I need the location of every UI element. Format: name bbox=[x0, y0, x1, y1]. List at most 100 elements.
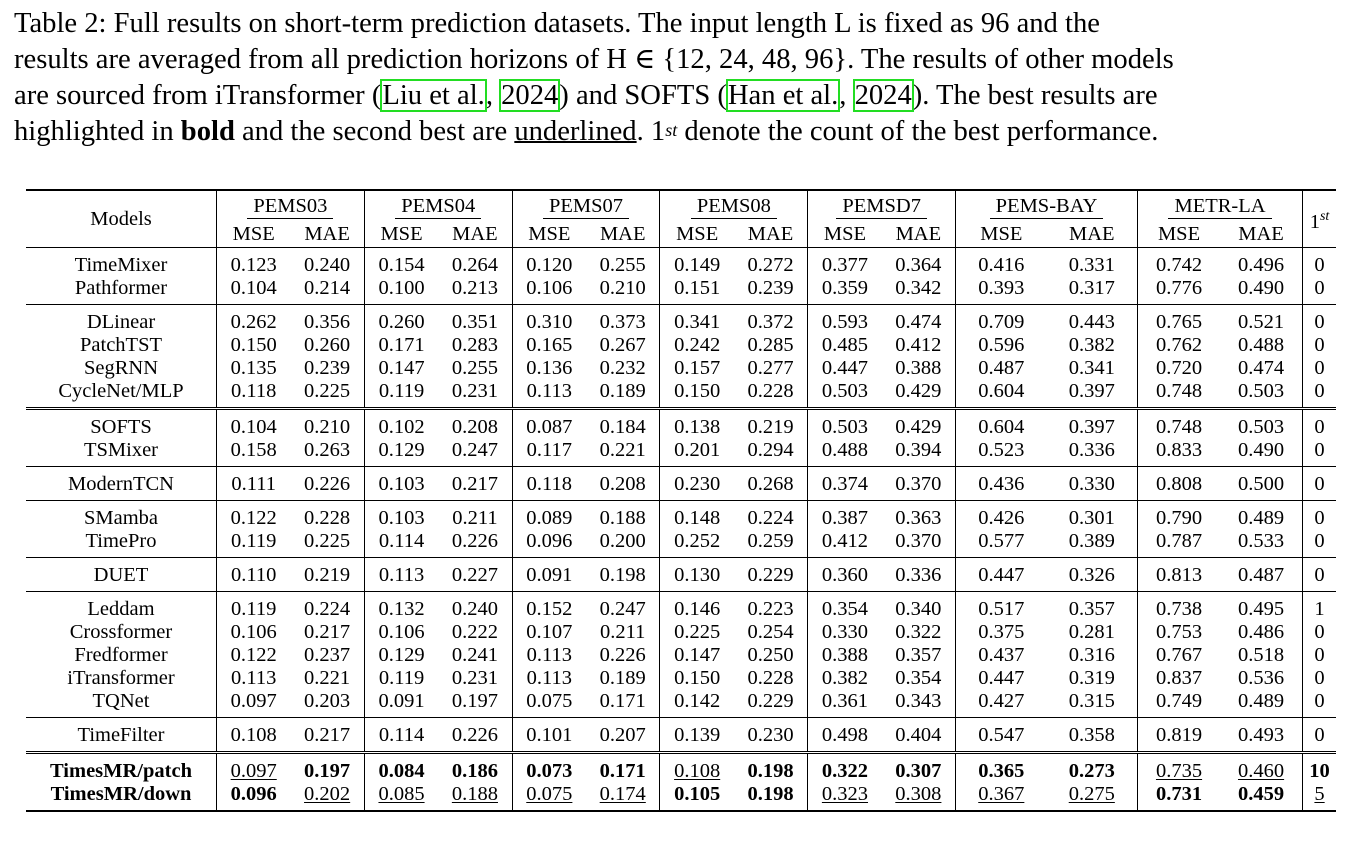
metric-header-mse: MSE bbox=[676, 222, 719, 245]
cell-mse: 0.577 bbox=[956, 530, 1047, 558]
model-name: DUET bbox=[26, 557, 217, 592]
citation-link-han[interactable]: Han et al. bbox=[725, 79, 841, 112]
cell-value: 0.231 bbox=[451, 380, 498, 402]
cell-value: 0.222 bbox=[451, 621, 498, 643]
first-count-cell: 0 bbox=[1303, 357, 1336, 380]
cell-mae: 0.336 bbox=[1046, 439, 1139, 467]
dataset-name: PEMS04 bbox=[395, 194, 482, 219]
first-count-cell: 0 bbox=[1303, 334, 1336, 357]
cell-mse: 0.157 bbox=[660, 357, 734, 380]
cell-mse: 0.361 bbox=[808, 690, 882, 718]
caption-text: denote the count of the best performance… bbox=[677, 116, 1159, 147]
cell-value: 0.219 bbox=[304, 564, 351, 586]
cell-value: 0.250 bbox=[747, 644, 794, 666]
cell-mae: 0.226 bbox=[586, 644, 661, 667]
cell-value: 0.132 bbox=[378, 598, 425, 620]
model-name: TimesMR/down bbox=[26, 783, 217, 812]
cell-mse: 0.416 bbox=[955, 247, 1047, 277]
cell-mae: 0.429 bbox=[881, 407, 957, 439]
caption-line-1: Table 2: Full results on short-term pred… bbox=[14, 6, 1338, 42]
cell-mae: 0.203 bbox=[290, 690, 365, 718]
cell-value: 0.720 bbox=[1155, 357, 1203, 379]
model-name: DLinear bbox=[26, 304, 217, 334]
cell-mse: 0.129 bbox=[364, 439, 438, 467]
cell-value: 0.474 bbox=[895, 311, 942, 333]
cell-value: 0.359 bbox=[821, 277, 869, 299]
cell-mae: 0.171 bbox=[586, 751, 661, 783]
cell-value: 0.742 bbox=[1155, 254, 1203, 276]
first-count-value: 0 bbox=[1314, 416, 1325, 438]
cell-mae: 0.533 bbox=[1220, 530, 1304, 558]
cell-mae: 0.228 bbox=[290, 500, 365, 530]
cell-value: 0.123 bbox=[230, 254, 277, 276]
cell-value: 0.136 bbox=[526, 357, 573, 379]
cell-mse: 0.150 bbox=[217, 334, 291, 357]
cell-value: 0.447 bbox=[978, 667, 1025, 689]
cell-value: 0.184 bbox=[599, 416, 646, 438]
cell-mae: 0.382 bbox=[1046, 334, 1139, 357]
cell-mae: 0.213 bbox=[438, 277, 513, 305]
table-row: DUET 0.110 0.219 0.113 0.227 0.091 0.198 0.130 0… bbox=[26, 557, 1336, 592]
metric-header-mse: MSE bbox=[980, 222, 1023, 245]
cell-value: 0.228 bbox=[304, 507, 351, 529]
cell-value: 0.262 bbox=[230, 311, 277, 333]
results-table-body: Models PEMS03 PEMS04 PEMS07 PEMS08 PEMSD… bbox=[26, 189, 1336, 812]
cell-value: 0.089 bbox=[526, 507, 573, 529]
cell-value: 0.107 bbox=[526, 621, 573, 643]
cell-value: 0.108 bbox=[230, 724, 277, 746]
cell-mae: 0.496 bbox=[1220, 247, 1304, 277]
cell-value: 0.356 bbox=[304, 311, 351, 333]
cell-value: 0.091 bbox=[378, 690, 425, 712]
cell-value: 0.735 bbox=[1155, 760, 1203, 782]
cell-mae: 0.459 bbox=[1220, 783, 1304, 812]
caption-text: . 1 bbox=[636, 116, 666, 147]
cell-value: 0.104 bbox=[230, 277, 277, 299]
cell-value: 0.489 bbox=[1237, 507, 1285, 529]
cell-mae: 0.460 bbox=[1220, 751, 1304, 783]
cell-value: 0.225 bbox=[304, 380, 351, 402]
table-row: DLinear 0.262 0.356 0.260 0.351 0.310 0.373 0.3… bbox=[26, 304, 1336, 334]
cell-value: 0.388 bbox=[821, 644, 869, 666]
citation-link-han-year[interactable]: 2024 bbox=[852, 79, 914, 112]
cell-mae: 0.518 bbox=[1220, 644, 1304, 667]
cell-value: 0.748 bbox=[1155, 380, 1203, 402]
model-name: Leddam bbox=[26, 591, 217, 621]
first-count-value: 0 bbox=[1314, 254, 1325, 276]
cell-mse: 0.596 bbox=[956, 334, 1047, 357]
citation-link-liu-year[interactable]: 2024 bbox=[499, 79, 561, 112]
cell-mae: 0.503 bbox=[1220, 407, 1304, 439]
cell-value: 0.252 bbox=[674, 530, 721, 552]
cell-value: 0.119 bbox=[231, 530, 277, 552]
cell-value: 0.319 bbox=[1068, 667, 1115, 689]
cell-mae: 0.229 bbox=[733, 557, 809, 592]
cell-value: 0.364 bbox=[895, 254, 942, 276]
metric-header-mae: MAE bbox=[586, 221, 661, 248]
cell-mse: 0.387 bbox=[807, 500, 882, 530]
cell-value: 0.738 bbox=[1155, 598, 1203, 620]
cell-mae: 0.208 bbox=[586, 466, 661, 501]
table-row: TimeFilter 0.108 0.217 0.114 0.226 0.101 0.207… bbox=[26, 717, 1336, 753]
cell-mae: 0.489 bbox=[1220, 690, 1304, 718]
cell-value: 0.217 bbox=[451, 473, 498, 495]
cell-value: 0.370 bbox=[895, 473, 942, 495]
cell-value: 0.230 bbox=[747, 724, 794, 746]
cell-mae: 0.202 bbox=[290, 783, 365, 812]
cell-value: 0.118 bbox=[231, 380, 277, 402]
cell-value: 0.490 bbox=[1237, 439, 1285, 461]
cell-value: 0.447 bbox=[821, 357, 869, 379]
cell-value: 0.330 bbox=[1068, 473, 1115, 495]
cell-value: 0.301 bbox=[1068, 507, 1115, 529]
cell-mae: 0.198 bbox=[733, 783, 809, 812]
metric-header-mse: MSE bbox=[823, 222, 867, 245]
dataset-header: PEMS04 bbox=[364, 189, 513, 221]
cell-value: 0.412 bbox=[821, 530, 869, 552]
cell-value: 0.767 bbox=[1155, 644, 1203, 666]
cell-value: 0.429 bbox=[895, 380, 942, 402]
citation-link-liu[interactable]: Liu et al. bbox=[380, 79, 487, 112]
cell-value: 0.323 bbox=[821, 783, 869, 805]
cell-value: 0.114 bbox=[378, 724, 425, 746]
cell-mae: 0.487 bbox=[1220, 557, 1304, 592]
cell-mse: 0.114 bbox=[364, 530, 438, 558]
cell-value: 0.221 bbox=[304, 667, 351, 689]
model-name: TimeFilter bbox=[26, 717, 217, 753]
